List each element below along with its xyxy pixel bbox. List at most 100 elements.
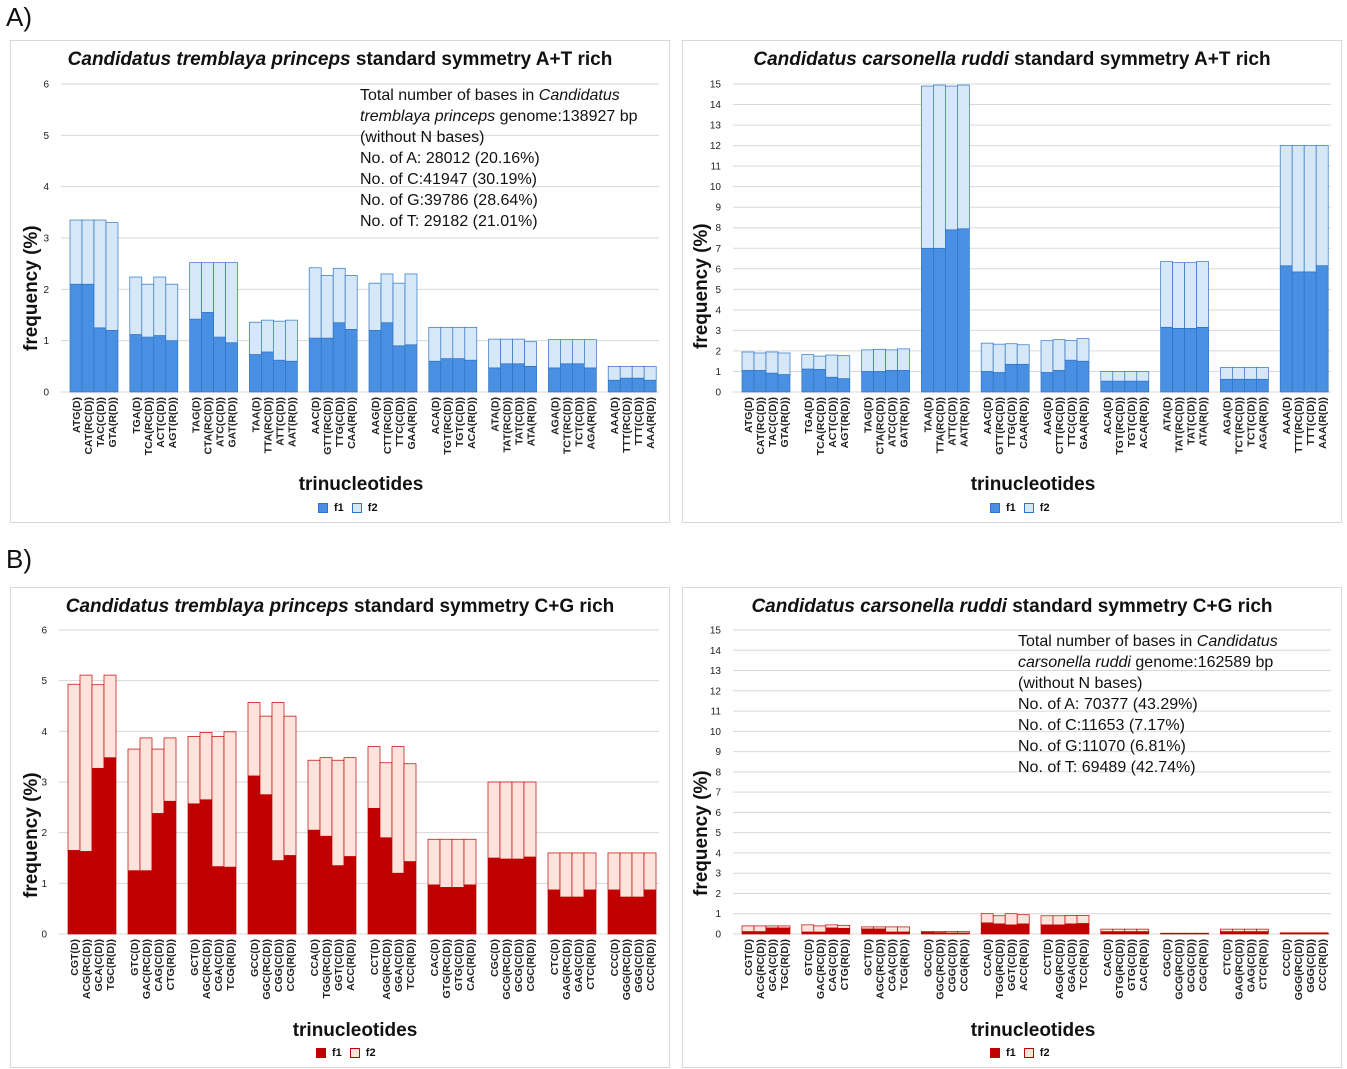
bar-f2: [380, 763, 392, 838]
y-tick-label: 2: [43, 285, 49, 296]
bar-f1: [862, 929, 874, 934]
bar-f2: [501, 339, 513, 364]
bar-f2: [814, 356, 826, 369]
x-tick-label: TCG(R(D)): [899, 939, 911, 990]
bar-f1: [1053, 925, 1065, 934]
bar-f2: [754, 926, 766, 932]
bar-f2: [838, 925, 850, 928]
bar-f1: [1113, 932, 1125, 934]
bar-f1: [368, 808, 380, 934]
x-tick-label: GGT(C(D)): [333, 939, 345, 991]
bar-f1: [188, 804, 200, 934]
bar-f1: [128, 871, 140, 934]
x-tick-label: TAT(C(D)): [514, 397, 526, 445]
bar-f2: [766, 926, 778, 928]
x-tick-label: GTA(R(D)): [107, 397, 119, 448]
x-tick-label: TCC(R(D)): [405, 939, 417, 990]
y-tick-label: 1: [43, 336, 49, 347]
bar-f1: [933, 248, 945, 392]
bar-f1: [754, 932, 766, 934]
bar-f2: [489, 339, 501, 368]
bar-f1: [778, 375, 790, 392]
y-tick-label: 12: [710, 686, 722, 697]
x-tick-label: CAA(R(D)): [1018, 397, 1030, 449]
x-tick-label: CAC(D): [429, 939, 441, 976]
bar-f2: [584, 853, 596, 890]
bar-f1: [1005, 925, 1017, 934]
x-tick-label: GCC(D): [922, 939, 934, 977]
annotation-line: No. of A: 70377 (43.29%): [1018, 694, 1278, 715]
y-tick-label: 8: [715, 767, 721, 778]
bar-f2: [766, 352, 778, 373]
y-tick-label: 14: [710, 100, 722, 111]
x-tick-label: AAT(R(D)): [286, 397, 298, 447]
bar-f1: [405, 345, 417, 392]
bar-f1: [993, 372, 1005, 392]
x-tick-label: TGA(D): [803, 397, 815, 434]
bar-f2: [190, 263, 202, 319]
annotation-line: No. of T: 29182 (21.01%): [360, 211, 638, 232]
x-tick-label: TAA(D): [250, 397, 262, 432]
bar-f2: [1304, 146, 1316, 272]
bar-f2: [981, 343, 993, 371]
x-tick-label: TGT(RC(D)): [1114, 397, 1126, 455]
bar-f1: [1017, 364, 1029, 392]
bar-f2: [981, 914, 993, 923]
x-tick-label: CCC(D): [1281, 939, 1293, 976]
y-tick-label: 13: [710, 121, 722, 132]
bar-f2: [140, 738, 152, 871]
bar-f2: [524, 782, 536, 857]
bar-f2: [500, 782, 512, 859]
bar-f2: [1125, 371, 1137, 381]
bar-f1: [214, 337, 226, 392]
x-tick-label: ACG(RC(D)): [81, 939, 93, 999]
bar-f2: [512, 782, 524, 859]
y-tick-label: 6: [715, 264, 721, 275]
x-tick-label: CTG(R(D)): [165, 939, 177, 990]
bar-f2: [1244, 367, 1256, 379]
bar-f1: [92, 768, 104, 934]
bar-f2: [1161, 262, 1173, 328]
bar-f1: [309, 338, 321, 392]
bar-f1: [369, 330, 381, 392]
bar-f1: [249, 355, 261, 392]
x-tick-label: TCT(RC(D)): [1233, 397, 1245, 454]
bar-f2: [226, 263, 238, 343]
bar-f1: [272, 861, 284, 934]
x-tick-label: CAT(RC(D)): [83, 397, 95, 455]
x-tick-label: TAT(RC(D)): [1174, 397, 1186, 453]
bar-f1: [981, 923, 993, 934]
bar-f2: [428, 839, 440, 885]
x-tick-label: AGA(D): [549, 397, 561, 435]
bar-f2: [742, 926, 754, 932]
bar-f1: [285, 361, 297, 392]
bar-f1: [1220, 932, 1232, 934]
bar-f2: [154, 277, 166, 336]
x-tick-label: GCG(C(D)): [1186, 939, 1198, 992]
x-tick-label: GTG(C(D)): [1126, 939, 1138, 991]
x-tick-label: GAG(RC(D)): [1233, 939, 1245, 1000]
bar-f2: [393, 283, 405, 346]
bar-f1: [224, 867, 236, 934]
bar-f1: [1244, 379, 1256, 392]
bar-f1: [608, 380, 620, 392]
legend: f1 f2: [316, 1047, 376, 1059]
x-tick-label: CTC(D): [1221, 939, 1233, 975]
bar-f1: [525, 366, 537, 392]
y-tick-label: 11: [711, 162, 722, 173]
bar-f1: [548, 890, 560, 934]
y-tick-label: 10: [710, 182, 722, 193]
x-tick-label: GCG(C(D)): [513, 939, 525, 992]
x-tick-label: AGT(R(D)): [167, 397, 179, 448]
bar-f1: [284, 855, 296, 934]
bar-f2: [898, 349, 910, 371]
bar-f2: [993, 916, 1005, 924]
y-tick-label: 4: [715, 305, 721, 316]
x-tick-label: CAT(RC(D)): [755, 397, 767, 455]
bar-f1: [981, 371, 993, 392]
bar-f1: [620, 378, 632, 392]
bar-f1: [164, 801, 176, 934]
bar-f1: [80, 851, 92, 934]
x-tick-label: GAG(RC(D)): [561, 939, 573, 1000]
y-tick-label: 8: [715, 223, 721, 234]
